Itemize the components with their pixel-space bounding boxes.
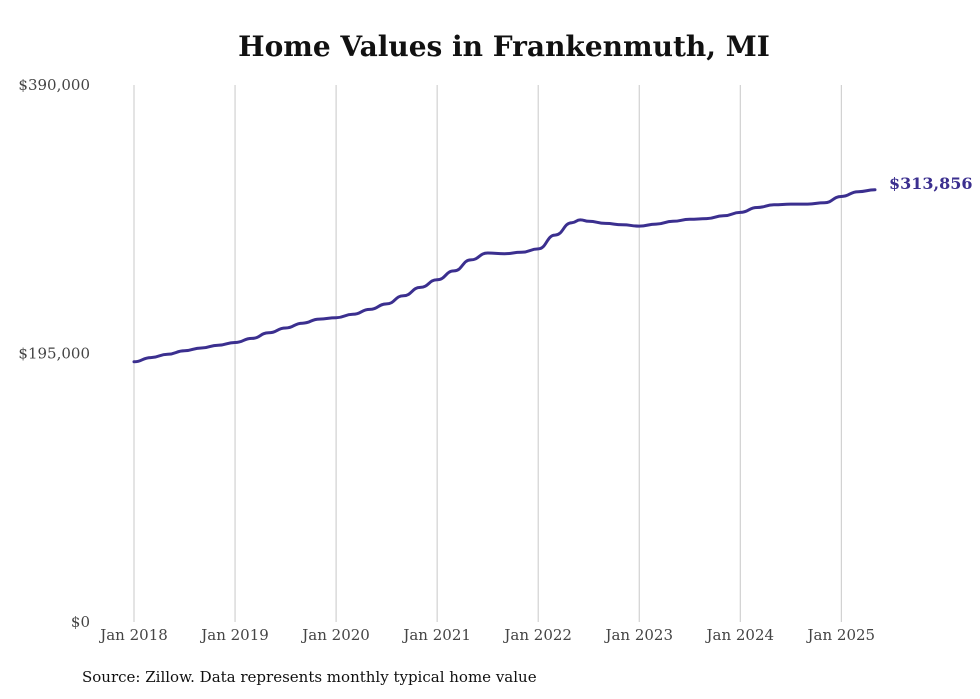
x-tick-label: Jan 2020 [300, 626, 370, 644]
x-tick-label: Jan 2025 [806, 626, 876, 644]
x-tick-label: Jan 2018 [98, 626, 168, 644]
series-layer: $313,856 [132, 174, 973, 364]
y-tick-label: $195,000 [18, 345, 90, 363]
y-tick-label: $0 [71, 613, 90, 631]
x-axis-ticks: Jan 2018 Jan 2019 Jan 2020 Jan 2021 Jan 2022… [98, 626, 875, 644]
x-tick-label: Jan 2021 [401, 626, 471, 644]
source-note: Source: Zillow. Data represents monthly … [82, 668, 537, 686]
x-tick-label: Jan 2022 [502, 626, 572, 644]
end-value-label: $313,856 [889, 174, 973, 193]
gridlines [133, 85, 842, 622]
x-tick-label: Jan 2019 [199, 626, 269, 644]
chart-title: Home Values in Frankenmuth, MI [238, 30, 770, 63]
y-axis-ticks: $0 $195,000 $390,000 [18, 76, 90, 631]
x-tick-label: Jan 2023 [603, 626, 673, 644]
x-tick-label: Jan 2024 [704, 626, 774, 644]
series-line [132, 188, 877, 364]
y-tick-label: $390,000 [18, 76, 90, 94]
